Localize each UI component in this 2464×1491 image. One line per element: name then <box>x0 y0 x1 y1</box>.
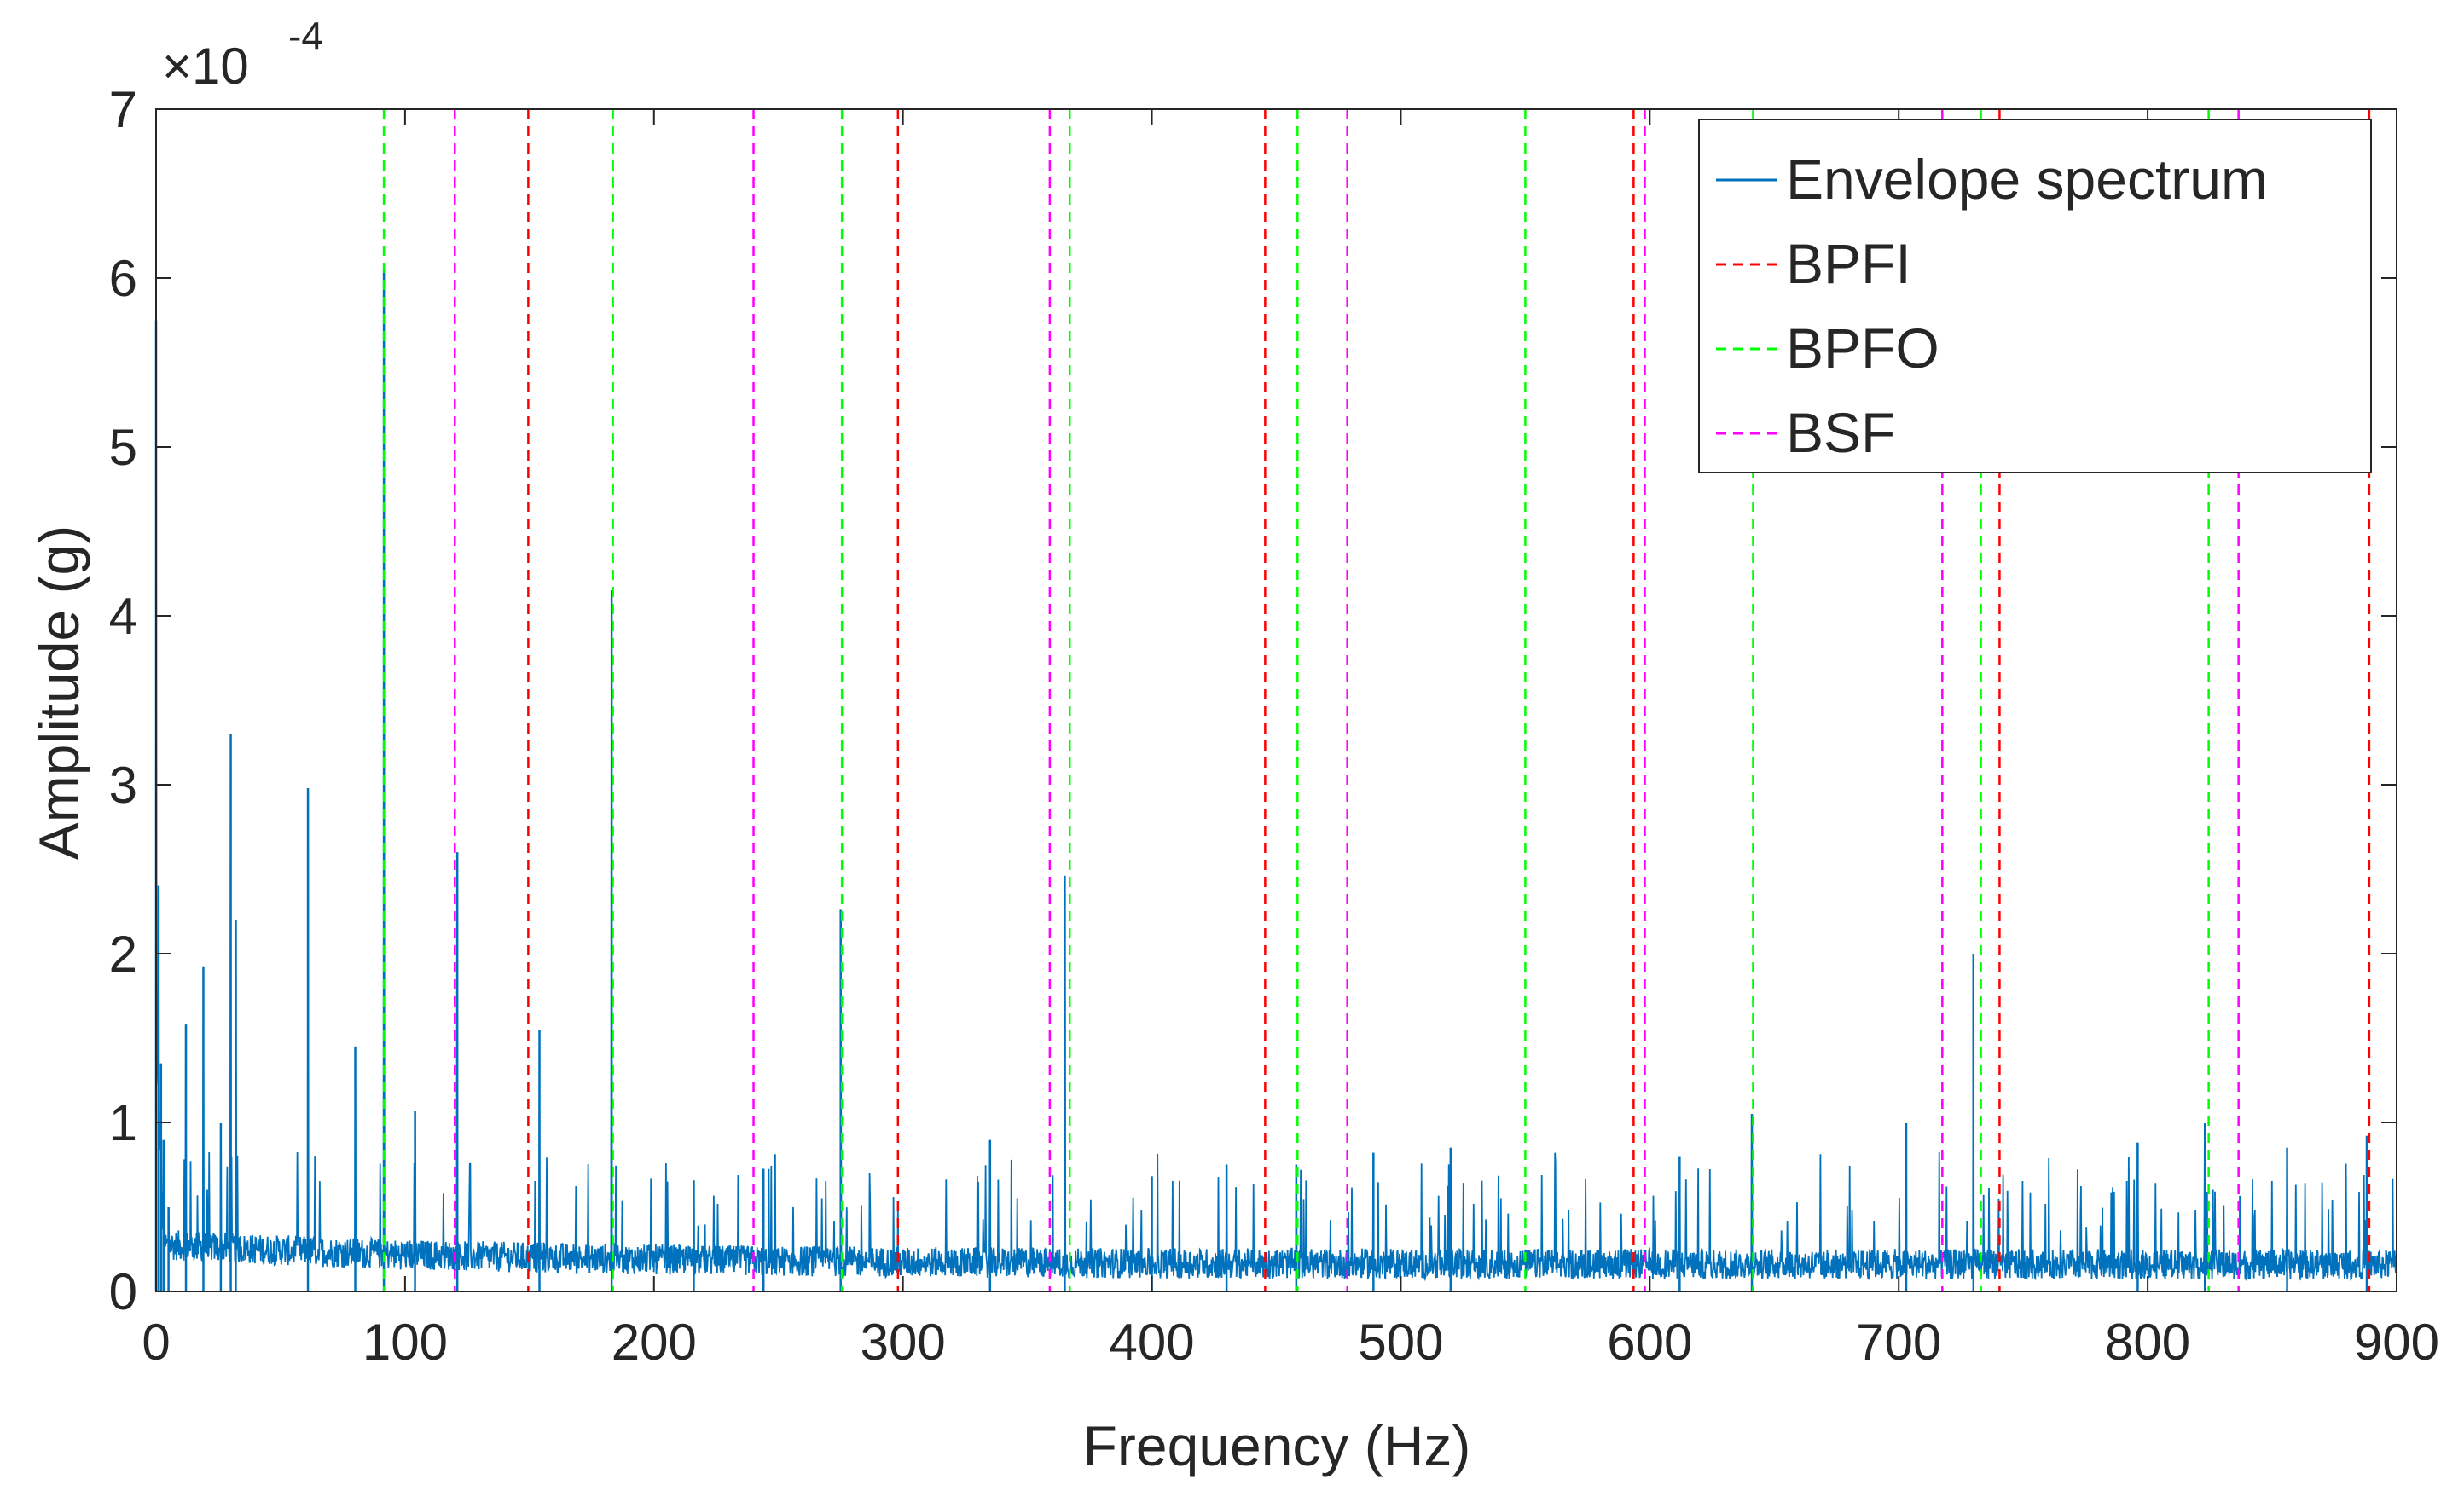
x-axis-title: Frequency (Hz) <box>1083 1414 1471 1477</box>
y-tick-label: 6 <box>109 250 137 307</box>
y-tick-label: 3 <box>109 757 137 814</box>
x-tick-label: 200 <box>612 1314 697 1371</box>
x-tick-label: 700 <box>1856 1314 1941 1371</box>
y-tick-label: 2 <box>109 925 137 983</box>
y-tick-label: 1 <box>109 1094 137 1152</box>
x-tick-label: 900 <box>2354 1314 2439 1371</box>
envelope-spectrum-line <box>155 270 2397 1282</box>
legend-label-bpfo: BPFO <box>1786 316 1939 380</box>
ticks: 0 100 200 300 400 500 600 700 800 900 0 1 2 3 4 5 6 7 <box>109 81 2439 1371</box>
legend-label-bsf: BSF <box>1786 401 1895 464</box>
y-axis-title: Amplitude (g) <box>27 525 90 861</box>
legend-label-envelope: Envelope spectrum <box>1786 148 2268 211</box>
y-tick-label: 5 <box>109 419 137 476</box>
y-exponent-power: -4 <box>288 14 323 58</box>
y-tick-label: 7 <box>109 81 137 138</box>
x-tick-label: 500 <box>1358 1314 1443 1371</box>
x-tick-label: 400 <box>1110 1314 1195 1371</box>
x-tick-label: 800 <box>2105 1314 2190 1371</box>
y-tick-label: 0 <box>109 1263 137 1320</box>
x-tick-label: 0 <box>142 1314 170 1371</box>
y-exponent-label: ×10 <box>162 38 249 95</box>
legend: Envelope spectrum BPFI BPFO BSF <box>1698 119 2372 473</box>
legend-box <box>1698 119 2372 473</box>
y-tick-label: 4 <box>109 588 137 645</box>
axes-frame <box>155 108 2397 1292</box>
x-tick-label: 300 <box>861 1314 946 1371</box>
legend-label-bpfi: BPFI <box>1786 232 1911 295</box>
x-tick-label: 600 <box>1607 1314 1692 1371</box>
x-tick-label: 100 <box>362 1314 448 1371</box>
